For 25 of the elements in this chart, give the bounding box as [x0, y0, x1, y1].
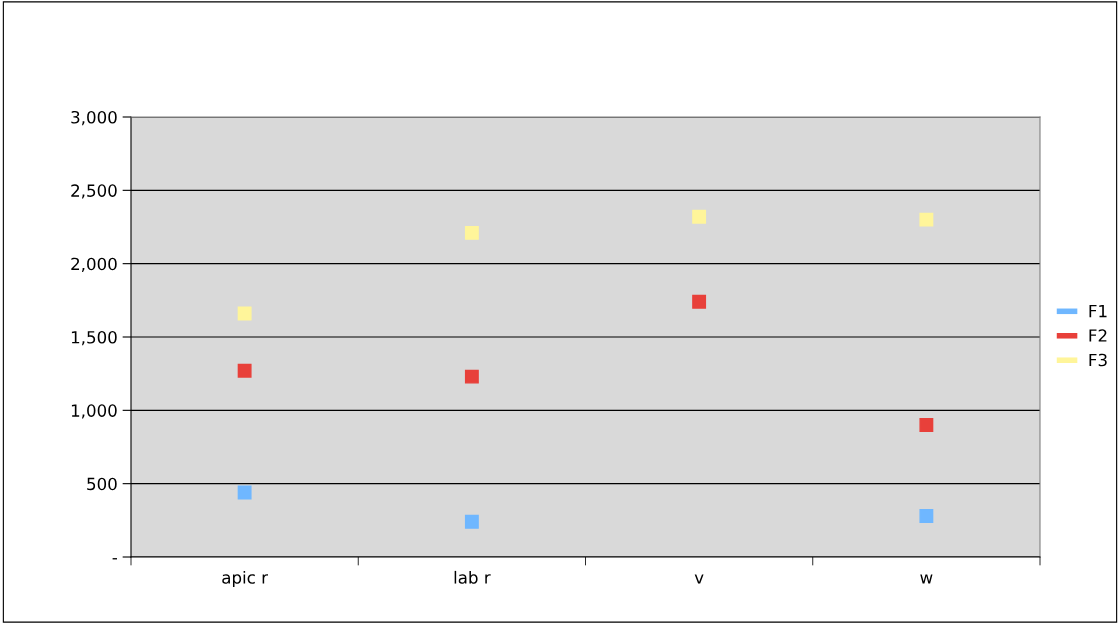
point [692, 294, 707, 309]
point [919, 212, 934, 227]
point [464, 369, 479, 384]
point [237, 485, 252, 500]
x-tick-label: apic r [222, 570, 268, 588]
legend-label: F1 [1089, 304, 1107, 318]
point [464, 514, 479, 529]
point [919, 418, 934, 432]
y-tick-label: 1,000 [71, 404, 117, 419]
y-tick-label: 2,500 [71, 184, 117, 199]
y-tick-label: - [112, 558, 117, 560]
point [692, 209, 707, 224]
legend-label: F3 [1089, 353, 1107, 367]
y-tick-label: 500 [87, 477, 117, 491]
x-tick-label: w [920, 574, 933, 584]
x-tick-label: lab r [454, 570, 491, 584]
y-tick-label: 2,000 [71, 257, 117, 272]
point [464, 225, 479, 240]
point [237, 363, 252, 378]
x-tick-label: v [694, 574, 704, 584]
point [237, 306, 252, 321]
y-tick-label: 3,000 [71, 110, 117, 126]
y-tick-label: 1,500 [71, 330, 117, 346]
point [919, 508, 934, 523]
legend-label: F2 [1089, 329, 1107, 342]
